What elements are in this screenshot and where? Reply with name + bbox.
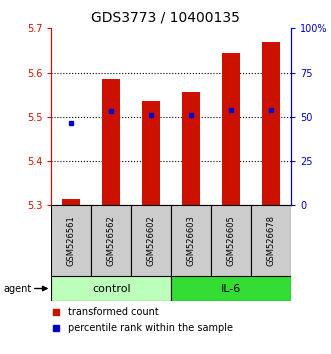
Bar bbox=[222, 53, 240, 205]
Text: GSM526605: GSM526605 bbox=[227, 215, 236, 266]
Text: percentile rank within the sample: percentile rank within the sample bbox=[68, 323, 233, 333]
Bar bbox=[91, 205, 131, 276]
Bar bbox=[171, 276, 291, 301]
Text: GSM526602: GSM526602 bbox=[147, 215, 156, 266]
Bar bbox=[171, 205, 211, 276]
Bar bbox=[142, 101, 160, 205]
Bar bbox=[262, 42, 280, 205]
Bar bbox=[251, 205, 291, 276]
Text: GSM526561: GSM526561 bbox=[67, 215, 76, 266]
Bar bbox=[62, 199, 80, 205]
Text: GSM526603: GSM526603 bbox=[187, 215, 196, 266]
Text: GDS3773 / 10400135: GDS3773 / 10400135 bbox=[91, 11, 240, 25]
Bar bbox=[51, 205, 91, 276]
Bar bbox=[211, 205, 251, 276]
Text: transformed count: transformed count bbox=[68, 307, 159, 318]
Bar bbox=[51, 276, 171, 301]
Bar bbox=[182, 92, 200, 205]
Text: GSM526678: GSM526678 bbox=[267, 215, 276, 266]
Text: control: control bbox=[92, 284, 131, 293]
Text: IL-6: IL-6 bbox=[221, 284, 241, 293]
Text: GSM526562: GSM526562 bbox=[107, 215, 116, 266]
Bar bbox=[102, 79, 120, 205]
Bar bbox=[131, 205, 171, 276]
Text: agent: agent bbox=[3, 284, 31, 293]
